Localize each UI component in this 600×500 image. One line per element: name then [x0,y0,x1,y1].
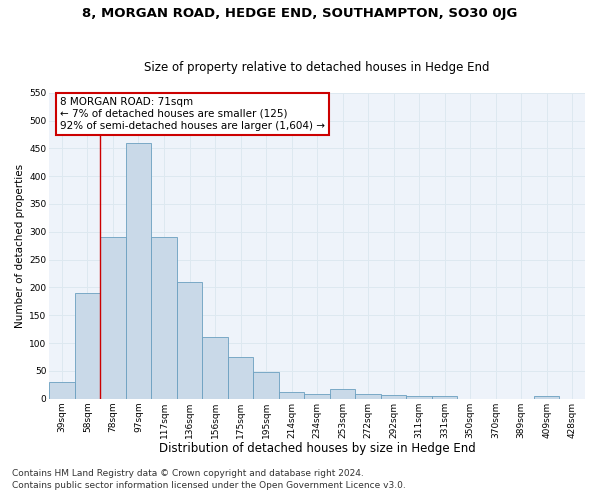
Bar [432,396,457,398]
Bar [330,388,355,398]
Bar [381,396,406,398]
Y-axis label: Number of detached properties: Number of detached properties [15,164,25,328]
Bar [534,396,559,398]
Bar [279,392,304,398]
Bar [151,238,177,398]
Text: 8, MORGAN ROAD, HEDGE END, SOUTHAMPTON, SO30 0JG: 8, MORGAN ROAD, HEDGE END, SOUTHAMPTON, … [82,8,518,20]
Bar [202,338,228,398]
X-axis label: Distribution of detached houses by size in Hedge End: Distribution of detached houses by size … [159,442,475,455]
Text: Contains HM Land Registry data © Crown copyright and database right 2024.
Contai: Contains HM Land Registry data © Crown c… [12,468,406,490]
Bar [75,293,100,399]
Bar [304,394,330,398]
Bar [126,143,151,399]
Bar [406,396,432,398]
Bar [355,394,381,398]
Text: 8 MORGAN ROAD: 71sqm
← 7% of detached houses are smaller (125)
92% of semi-detac: 8 MORGAN ROAD: 71sqm ← 7% of detached ho… [60,98,325,130]
Bar [100,238,126,398]
Title: Size of property relative to detached houses in Hedge End: Size of property relative to detached ho… [145,60,490,74]
Bar [177,282,202,399]
Bar [228,357,253,399]
Bar [49,382,75,398]
Bar [253,372,279,398]
